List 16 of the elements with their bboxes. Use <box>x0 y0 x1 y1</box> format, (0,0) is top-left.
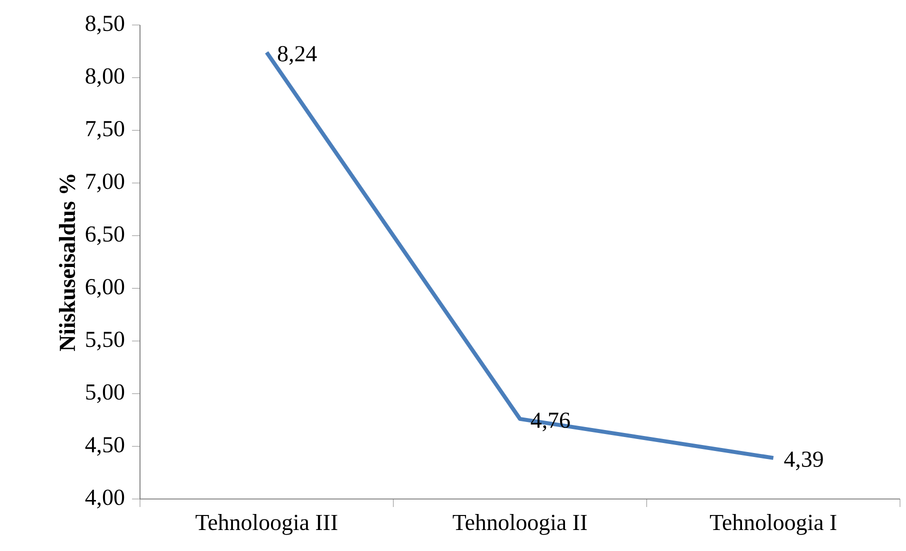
x-tick-label: Tehnoloogia I <box>710 514 836 535</box>
y-tick-label: 6,00 <box>86 278 124 298</box>
y-tick-label: 7,00 <box>86 174 124 192</box>
y-axis-title: Niiskuseisaldus % <box>58 174 76 352</box>
y-tick-label: 8,00 <box>86 68 124 88</box>
y-tick-label: 4,50 <box>85 436 124 456</box>
y-tick-label: 5,50 <box>86 332 124 350</box>
data-label: 4,39 <box>784 452 823 470</box>
y-tick-label: 8,50 <box>86 16 124 34</box>
data-label: 8,24 <box>278 46 317 65</box>
x-tick-label: Tehnoloogia II <box>452 514 587 535</box>
x-tick-label: Tehnoloogia III <box>196 514 338 535</box>
y-tick-label: 7,50 <box>86 120 124 140</box>
y-tick-label: 5,00 <box>86 384 124 404</box>
y-tick-label: 4,00 <box>85 490 124 508</box>
y-tick-label: 6,50 <box>86 226 124 246</box>
